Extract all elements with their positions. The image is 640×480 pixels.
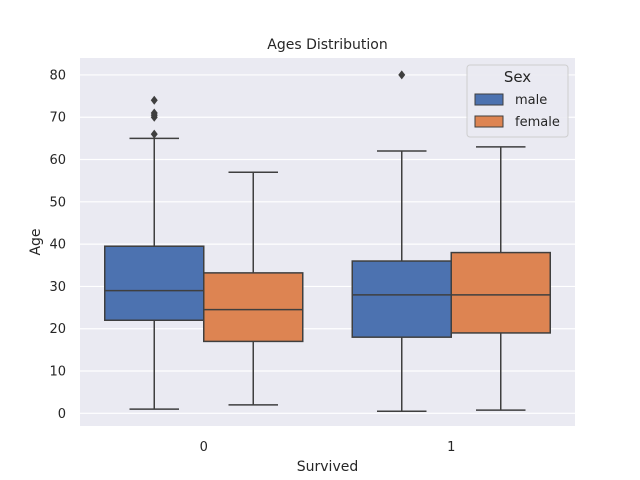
x-tick-label-0: 0 xyxy=(200,440,208,455)
legend-label-male: male xyxy=(515,93,547,108)
outlier-point-0 xyxy=(150,129,158,139)
box-female-0 xyxy=(203,171,304,406)
outlier-point-3 xyxy=(150,108,158,118)
y-tick-label-20: 20 xyxy=(49,322,66,337)
x-tick-label-1: 1 xyxy=(447,440,455,455)
legend-label-female: female xyxy=(515,115,560,130)
box-male-1 xyxy=(351,70,452,412)
box-body xyxy=(203,272,304,343)
boxes-layer xyxy=(104,70,551,412)
y-tick-label-60: 60 xyxy=(49,153,66,168)
box-male-0 xyxy=(104,95,205,410)
y-tick-label-50: 50 xyxy=(49,195,66,210)
box-body xyxy=(104,245,205,322)
box-female-1 xyxy=(450,146,551,411)
legend-swatch-male xyxy=(474,93,504,106)
y-tick-label-80: 80 xyxy=(49,68,66,83)
y-tick-label-40: 40 xyxy=(49,238,66,253)
outlier-point-4 xyxy=(150,95,158,105)
legend-title: Sex xyxy=(504,68,531,86)
y-tick-label-30: 30 xyxy=(49,280,66,295)
chart-title: Ages Distribution xyxy=(267,37,388,53)
x-axis-label: Survived xyxy=(297,459,358,475)
y-tick-labels: 0 10 20 30 40 50 60 70 80 xyxy=(49,68,66,421)
box-body xyxy=(351,260,452,338)
y-axis-label: Age xyxy=(28,228,44,255)
y-tick-label-10: 10 xyxy=(49,365,66,380)
legend-swatch-female xyxy=(474,115,504,128)
y-tick-label-70: 70 xyxy=(49,111,66,126)
outlier-point-0 xyxy=(398,70,406,80)
box-body xyxy=(450,251,551,334)
y-tick-label-0: 0 xyxy=(58,407,66,422)
legend: Sex male female xyxy=(466,64,569,138)
